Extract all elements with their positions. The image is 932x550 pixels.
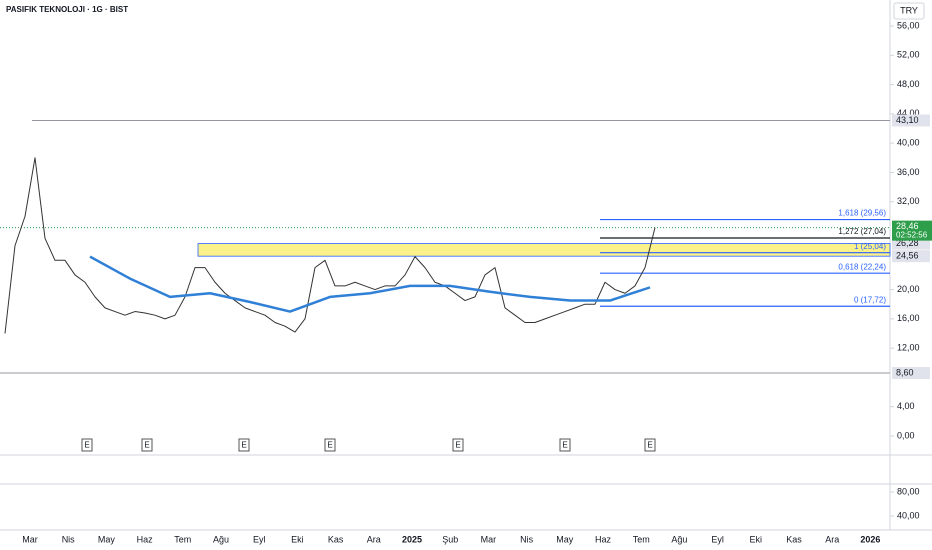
currency-button[interactable] xyxy=(893,2,925,20)
earnings-label[interactable]: E xyxy=(562,441,567,450)
price-badge-label: 8,60 xyxy=(896,367,914,377)
y-tick-label: 48,00 xyxy=(897,79,920,89)
x-tick-label: Nis xyxy=(520,534,533,544)
x-tick-label: Kas xyxy=(786,534,802,544)
x-tick-label: Kas xyxy=(328,534,344,544)
x-tick-label: Mar xyxy=(481,534,497,544)
countdown: 02:52:56 xyxy=(896,231,928,240)
earnings-label[interactable]: E xyxy=(144,441,149,450)
earnings-marker[interactable] xyxy=(141,438,153,452)
x-tick-label: Eki xyxy=(750,534,763,544)
x-tick-label: Ara xyxy=(367,534,381,544)
x-tick-label: Eki xyxy=(291,534,304,544)
earnings-label[interactable]: E xyxy=(327,441,332,450)
zone xyxy=(197,243,891,257)
x-tick-label: Ağu xyxy=(213,534,229,544)
fib-label: 1,272 (27,04) xyxy=(838,227,886,236)
y-tick-label: 16,00 xyxy=(897,313,920,323)
x-tick-label: Mar xyxy=(22,534,38,544)
earnings-marker[interactable] xyxy=(81,438,93,452)
earnings-marker[interactable] xyxy=(452,438,464,452)
y-tick-label: 44,00 xyxy=(897,108,920,118)
y-tick-label: 12,00 xyxy=(897,343,920,353)
y-tick-label: 52,00 xyxy=(897,50,920,60)
x-tick-label: Haz xyxy=(595,534,612,544)
last-price-label: 28,46 xyxy=(896,221,919,231)
price-badge-label: 24,56 xyxy=(896,251,919,261)
earnings-label[interactable]: E xyxy=(241,441,246,450)
fib-label: 1 (25,04) xyxy=(854,242,886,251)
x-tick-label: May xyxy=(98,534,116,544)
fib-label: 1,618 (29,56) xyxy=(838,209,886,218)
price-badge xyxy=(892,250,930,263)
earnings-marker[interactable] xyxy=(559,438,571,452)
earnings-marker[interactable] xyxy=(644,438,656,452)
earnings-label[interactable]: E xyxy=(455,441,460,450)
y-tick-label: 80,00 xyxy=(897,486,920,496)
y-tick-label: 0,00 xyxy=(897,430,915,440)
chart-title: PASIFIK TEKNOLOJI · 1G · BIST xyxy=(6,5,128,14)
fib-label: 0 (17,72) xyxy=(854,295,886,304)
x-tick-label: Ağu xyxy=(671,534,687,544)
y-tick-label: 56,00 xyxy=(897,20,920,30)
currency[interactable]: TRY xyxy=(900,5,918,15)
x-tick-label: 2025 xyxy=(402,534,422,544)
price-line xyxy=(4,157,656,334)
earnings-label[interactable]: E xyxy=(647,441,652,450)
price-badge xyxy=(892,367,930,380)
y-tick-label: 20,00 xyxy=(897,284,920,294)
earnings-label[interactable]: E xyxy=(84,441,89,450)
price-badge xyxy=(892,114,930,127)
x-tick-label: Haz xyxy=(137,534,154,544)
price-badge-label: 43,10 xyxy=(896,115,919,125)
y-tick-label: 4,00 xyxy=(897,401,915,411)
x-tick-label: Nis xyxy=(62,534,75,544)
y-tick-label: 40,00 xyxy=(897,138,920,148)
price-badge-label: 26,28 xyxy=(896,238,919,248)
x-tick-label: 2026 xyxy=(860,534,880,544)
y-tick-label: 32,00 xyxy=(897,196,920,206)
earnings-marker[interactable] xyxy=(324,438,336,452)
ema-line xyxy=(89,255,651,313)
last-price-badge xyxy=(892,220,932,241)
y-tick-label: 40,00 xyxy=(897,510,920,520)
x-tick-label: Şub xyxy=(442,534,458,544)
y-tick-label: 36,00 xyxy=(897,167,920,177)
x-tick-label: Ara xyxy=(825,534,839,544)
x-tick-label: Tem xyxy=(633,534,650,544)
x-tick-label: Eyl xyxy=(711,534,724,544)
x-tick-label: Tem xyxy=(174,534,191,544)
x-tick-label: Eyl xyxy=(253,534,266,544)
x-tick-label: May xyxy=(556,534,574,544)
earnings-marker[interactable] xyxy=(238,438,250,452)
fib-label: 0,618 (22,24) xyxy=(838,262,886,271)
